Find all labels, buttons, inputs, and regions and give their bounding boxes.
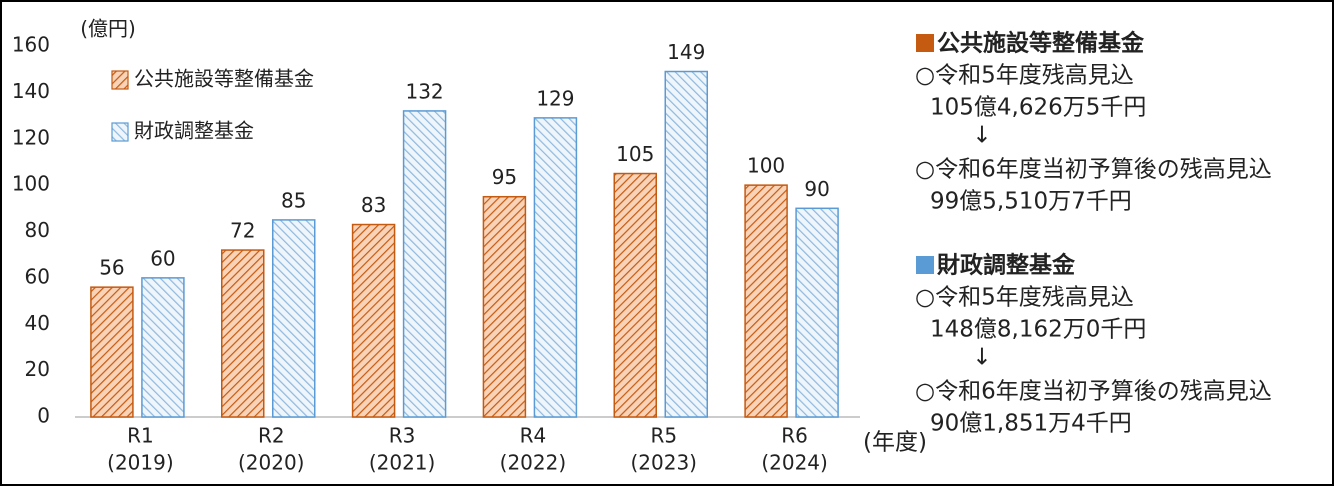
y-tick-label: 0 <box>37 404 50 428</box>
side-line: 105億4,626万5千円 <box>930 95 1146 121</box>
x-tick-sublabel: (2023) <box>630 451 697 475</box>
y-tick-label: 120 <box>12 125 50 149</box>
x-tick-label: R4 <box>520 424 547 448</box>
bar <box>351 223 396 418</box>
side-swatch <box>916 256 934 274</box>
value-label: 149 <box>667 40 705 64</box>
side-line: ○令和6年度当初予算後の残高見込 <box>915 379 1272 405</box>
legend-label: 公共施設等整備基金 <box>134 67 314 91</box>
value-label: 83 <box>361 193 386 217</box>
side-line: ↓ <box>972 345 991 371</box>
y-tick-label: 40 <box>25 311 50 335</box>
bar <box>533 117 578 418</box>
y-tick-label: 160 <box>12 33 50 57</box>
y-tick-label: 80 <box>25 218 50 242</box>
x-tick-label: R3 <box>389 424 416 448</box>
bar <box>795 207 839 418</box>
value-label: 100 <box>747 154 785 178</box>
bar <box>482 195 527 418</box>
value-label: 90 <box>804 177 829 201</box>
x-tick-sublabel: (2024) <box>761 451 828 475</box>
side-line: ○令和5年度残高見込 <box>915 63 1134 89</box>
value-label: 72 <box>230 219 255 243</box>
y-tick-label: 60 <box>25 264 50 288</box>
bar <box>141 277 185 418</box>
legend-swatch <box>111 70 129 90</box>
value-label: 105 <box>616 142 654 166</box>
legend-label: 財政調整基金 <box>134 119 254 143</box>
bar <box>664 70 708 418</box>
bar <box>221 249 265 418</box>
side-line: ○令和5年度残高見込 <box>915 285 1134 311</box>
value-label: 132 <box>405 79 443 103</box>
value-label: 95 <box>492 165 517 189</box>
value-label: 85 <box>281 188 306 212</box>
x-axis-label: (年度) <box>863 430 927 456</box>
bar <box>744 184 788 418</box>
x-tick-sublabel: (2022) <box>500 451 567 475</box>
side-swatch <box>916 34 934 52</box>
side-title: 公共施設等整備基金 <box>937 30 1145 57</box>
x-tick-label: R6 <box>781 424 808 448</box>
bar <box>272 219 316 418</box>
bar <box>402 110 447 418</box>
bar <box>613 172 657 418</box>
y-tick-label: 140 <box>12 79 50 103</box>
x-tick-sublabel: (2021) <box>369 451 436 475</box>
value-label: 56 <box>99 256 124 280</box>
y-tick-label: 100 <box>12 172 50 196</box>
value-label: 129 <box>536 86 574 110</box>
x-tick-sublabel: (2019) <box>107 451 174 475</box>
x-tick-label: R1 <box>127 424 154 448</box>
x-tick-label: R2 <box>258 424 285 448</box>
side-line: ○令和6年度当初予算後の残高見込 <box>915 157 1272 183</box>
y-axis-label: (億円) <box>80 17 136 41</box>
side-line: ↓ <box>972 123 991 149</box>
value-label: 60 <box>150 246 175 270</box>
x-tick-label: R5 <box>650 424 677 448</box>
legend-swatch <box>111 122 129 142</box>
side-title: 財政調整基金 <box>937 252 1076 279</box>
y-tick-label: 20 <box>25 357 50 381</box>
bar <box>90 286 134 418</box>
side-line: 99億5,510万7千円 <box>930 189 1132 215</box>
x-tick-sublabel: (2020) <box>238 451 305 475</box>
side-line: 148億8,162万0千円 <box>930 317 1146 343</box>
side-line: 90億1,851万4千円 <box>930 411 1132 437</box>
